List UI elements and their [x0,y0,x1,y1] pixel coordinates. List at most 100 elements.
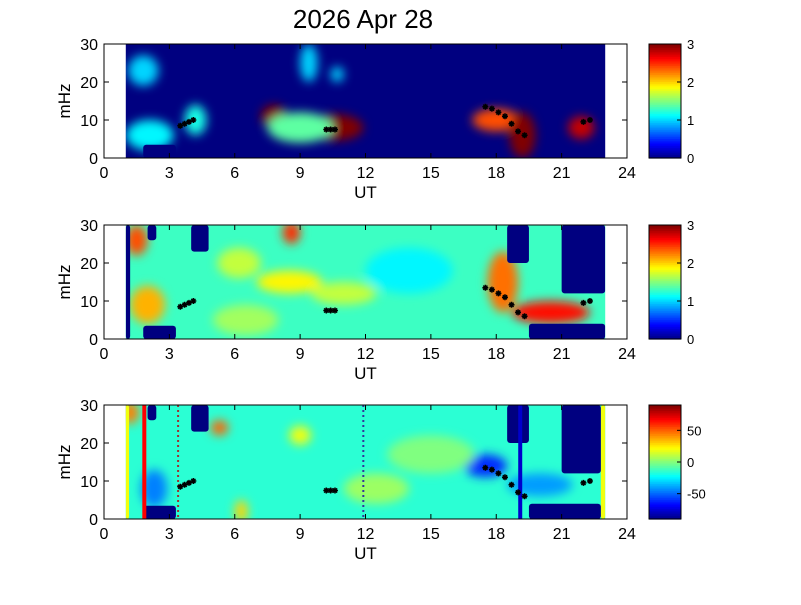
colorbar-segment [649,117,681,120]
colorbar-segment [649,337,681,340]
colorbar-segment [649,141,681,145]
colorbar-segment [649,232,681,235]
marker-point [580,479,587,486]
marker-point [323,307,330,314]
colorbar-segment [649,58,681,61]
colorbar-segment [649,447,681,451]
colorbar-segment [649,140,681,143]
colorbar-segment [649,465,681,468]
marker-point [331,487,338,494]
marker-point [586,117,593,123]
colorbar-segment [649,154,681,157]
colorbar-segment [649,122,681,125]
colorbar-tick-label: 0 [687,332,694,347]
colorbar-segment [649,81,681,84]
colorbar-segment [649,415,681,419]
colorbar-segment [649,285,681,288]
colorbar-segment [649,90,681,93]
colorbar-segment [649,265,681,269]
colorbar-segment [649,479,681,483]
colorbar-segment [649,242,681,246]
x-axis-label: UT [354,544,377,563]
x-tick-label: 24 [618,165,636,182]
colorbar-segment [649,330,681,333]
colorbar-tick-label: 1 [687,294,694,309]
x-tick-label: 18 [487,526,505,543]
colorbar-segment [649,276,681,280]
spectral-feature [212,304,279,336]
y-axis-label: mHz [55,265,74,300]
marker-point [515,309,522,316]
colorbar-segment [649,255,681,258]
colorbar-segment [649,472,681,476]
x-tick-label: 18 [487,346,505,363]
colorbar-segment [649,226,681,230]
x-tick-label: 0 [100,346,109,363]
spectral-feature [267,112,333,143]
colorbar-segment [649,456,681,460]
spectral-feature [125,225,148,256]
colorbar-segment [649,433,681,436]
y-tick-label: 20 [80,256,98,273]
marker-point [323,126,330,133]
colorbar-segment [649,65,681,68]
colorbar-segment [649,150,681,154]
colorbar-segment [649,125,681,129]
spectral-feature [511,301,590,324]
colorbar-segment [649,413,681,417]
marker-point [181,481,188,488]
x-tick-label: 24 [618,346,636,363]
marker-point [495,290,502,297]
panel-3-image [125,405,606,519]
colorbar-segment [649,152,681,156]
spectral-feature [330,66,344,82]
colorbar-segment [649,56,681,59]
marker-point [586,298,593,304]
colorbar-segment [649,321,681,324]
colorbar-segment [649,274,681,278]
y-axis-label: mHz [55,445,74,480]
y-tick-label: 20 [80,436,98,453]
colorbar-segment [649,104,681,107]
colorbar-segment [649,453,681,456]
colorbar-segment [649,239,681,242]
spectrogram-background [125,44,606,158]
y-tick-label: 30 [80,398,98,415]
colorbar-segment [649,454,681,458]
colorbar-segment [649,149,681,152]
colorbar-segment [649,129,681,132]
colorbar-segment [649,113,681,116]
colorbar-segment [649,319,681,322]
colorbar-segment [649,61,681,65]
masked-region [147,405,157,421]
colorbar-segment [649,138,681,141]
marker-point [185,118,192,125]
marker-point [521,132,528,139]
colorbar-segment [649,45,681,49]
colorbar-segment [649,267,681,271]
colorbar-segment [649,108,681,111]
masked-region [561,225,606,294]
colorbar-segment [649,118,681,122]
colorbar-segment [649,310,681,313]
colorbar-segment [649,463,681,467]
colorbar-segment [649,79,681,83]
panel-1-image [125,44,606,158]
masked-region [528,323,606,339]
spectral-feature [472,108,521,132]
x-tick-label: 12 [357,346,375,363]
figure-title: 2026 Apr 28 [293,4,433,34]
marker-point [508,481,515,488]
colorbar-segment [649,83,681,86]
colorbar-segment [649,451,681,454]
colorbar-segment [649,408,681,411]
marker-point [488,466,495,473]
colorbar-segment [649,145,681,148]
colorbar-segment [649,328,681,331]
marker-point [521,313,528,320]
colorbar-segment [649,314,681,317]
x-tick-label: 9 [296,526,305,543]
colorbar-segment [649,412,681,415]
colorbar-segment [649,422,681,426]
